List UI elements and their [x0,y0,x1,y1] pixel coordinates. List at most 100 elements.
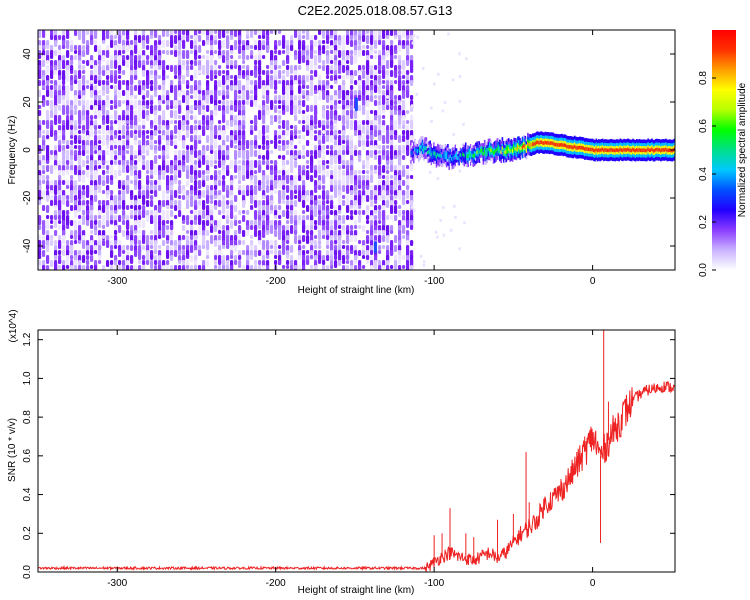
heatmap-cell [174,120,178,124]
heatmap-cell [374,200,378,204]
heatmap-cell [314,185,318,193]
heatmap-cell [302,30,306,34]
heatmap-cell [210,195,214,200]
heatmap-cell [54,115,58,125]
heatmap-cell [150,145,154,150]
heatmap-cell [74,165,78,175]
heatmap-cell [42,75,46,81]
heatmap-cell [234,220,238,226]
heatmap-cell [414,147,416,152]
heatmap-cell [218,260,222,265]
heatmap-cell [126,160,130,165]
spectrogram-signal-track [410,131,675,170]
heatmap-cell [346,215,350,220]
heatmap-cell [62,55,66,61]
heatmap-cell [342,75,346,80]
heatmap-cell [42,205,46,211]
heatmap-cell [354,245,358,251]
heatmap-cell [190,135,194,142]
heatmap-cell [330,70,334,74]
heatmap-cell [114,260,118,266]
heatmap-cell [122,125,126,135]
heatmap-cell [158,35,162,41]
heatmap-cell [366,165,370,169]
heatmap-cell [110,120,114,125]
heatmap-cell [282,175,286,181]
heatmap-cell [306,215,310,220]
heatmap-cell [110,115,114,119]
heatmap-cell [126,235,130,240]
heatmap-cell [270,205,274,211]
heatmap-cell [190,190,194,195]
heatmap-cell [158,235,162,239]
heatmap-cell [42,250,46,257]
heatmap-cell [370,265,374,270]
heatmap-cell [242,100,246,105]
heatmap-cell [657,148,660,152]
heatmap-cell [483,148,486,153]
heatmap-cell [266,35,270,41]
heatmap-cell [146,105,150,109]
heatmap-cell [302,135,306,140]
heatmap-cell [398,100,402,104]
heatmap-cell [480,148,482,153]
heatmap-cell [82,100,86,106]
heatmap-cell [326,235,330,240]
heatmap-cell [94,220,98,225]
heatmap-cell [406,190,410,199]
heatmap-cell [150,240,154,245]
heatmap-cell [134,60,138,70]
heatmap-cell [326,110,330,120]
heatmap-cell [346,105,350,109]
heatmap-cell [154,140,158,144]
heatmap-cell [42,85,46,89]
heatmap-cell [218,210,222,215]
heatmap-cell [499,148,501,153]
heatmap-cell [90,265,94,269]
heatmap-cell [278,50,282,55]
heatmap-cell [242,185,246,191]
heatmap-cell [134,185,138,190]
heatmap-cell [178,40,182,50]
heatmap-cell [366,170,370,174]
heatmap-cell [298,240,302,244]
heatmap-cell [218,170,222,175]
heatmap-cell [250,225,254,230]
heatmap-cell [430,152,433,157]
heatmap-cell [386,160,390,165]
heatmap-cell [198,125,202,130]
heatmap-cell [471,153,473,157]
heatmap-cell [194,55,198,60]
heatmap-cell [511,149,514,153]
heatmap-cell [166,240,170,244]
heatmap-cell [206,175,210,181]
heatmap-cell [250,50,254,56]
heatmap-cell [226,85,230,90]
heatmap-cell [90,90,94,98]
heatmap-cell [218,160,222,168]
heatmap-cell [118,65,122,71]
heatmap-cell [138,205,142,210]
heatmap-cell [254,120,258,126]
heatmap-cell [370,235,374,241]
heatmap-cell [334,115,338,121]
heatmap-cell [210,225,214,233]
heatmap-cell [122,245,126,251]
heatmap-cell [294,160,298,168]
heatmap-cell [182,255,186,261]
heatmap-cell [402,255,406,260]
heatmap-cell [350,250,354,254]
heatmap-cell [330,110,334,120]
heatmap-cell [182,50,186,59]
heatmap-cell [378,80,382,85]
heatmap-cell [70,220,74,226]
heatmap-cell [210,160,214,167]
y-tick-label: 0.0 [22,565,33,579]
heatmap-cell [74,135,78,144]
heatmap-cell [402,210,406,215]
heatmap-cell [182,125,186,131]
heatmap-cell [394,205,398,214]
heatmap-cell [146,150,150,156]
heatmap-cell [78,205,82,212]
heatmap-cell [198,105,202,115]
